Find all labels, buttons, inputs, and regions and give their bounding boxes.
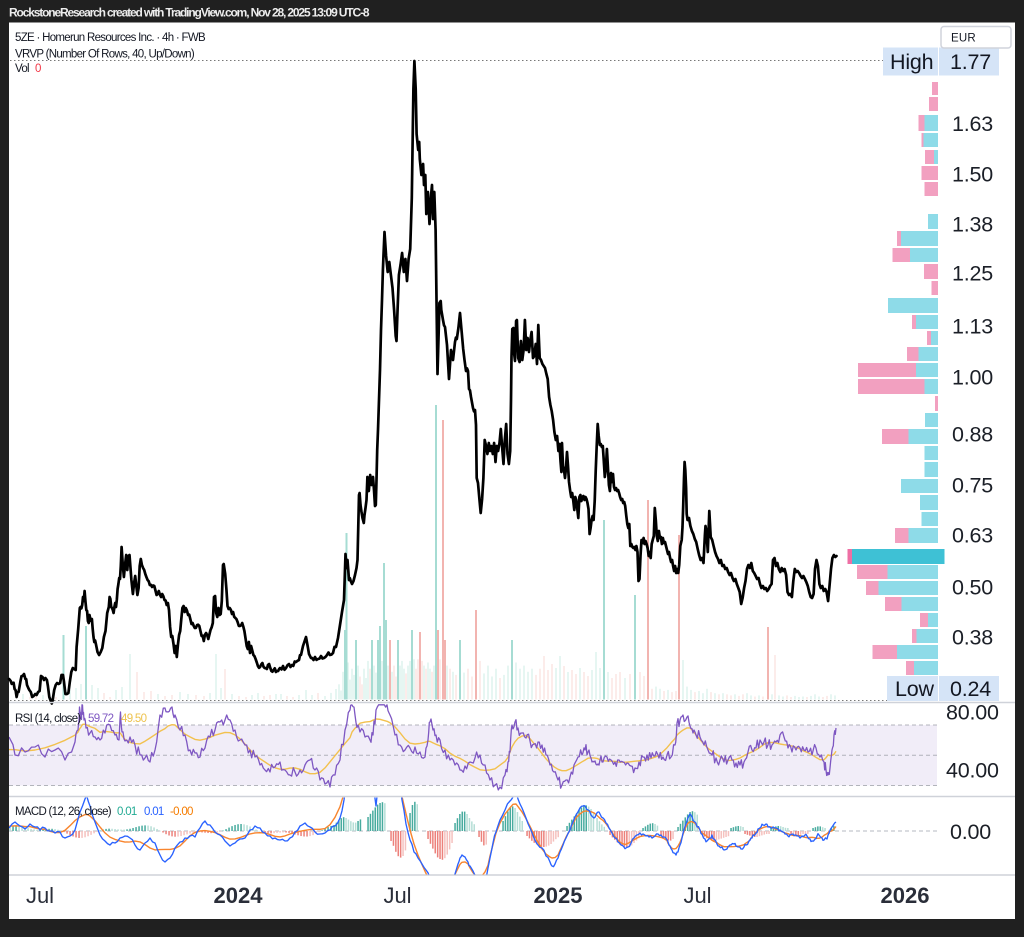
- svg-text:2025: 2025: [534, 883, 583, 908]
- svg-text:EUR: EUR: [951, 33, 976, 45]
- svg-text:0.50: 0.50: [952, 576, 993, 600]
- svg-text:2026: 2026: [881, 883, 930, 908]
- svg-text:0: 0: [35, 63, 41, 75]
- svg-text:0.01: 0.01: [144, 806, 164, 818]
- svg-text:1.38: 1.38: [952, 213, 993, 237]
- svg-text:Low: Low: [895, 677, 935, 701]
- svg-text:1.77: 1.77: [950, 50, 991, 74]
- svg-text:49.50: 49.50: [121, 713, 147, 725]
- svg-text:1.25: 1.25: [952, 262, 993, 286]
- svg-text:0.63: 0.63: [952, 524, 993, 548]
- svg-text:Vol: Vol: [15, 63, 29, 75]
- svg-text:0.01: 0.01: [117, 806, 137, 818]
- svg-text:Jul: Jul: [26, 883, 54, 908]
- svg-text:0.24: 0.24: [950, 677, 991, 701]
- svg-text:0.88: 0.88: [952, 423, 993, 447]
- svg-text:1.50: 1.50: [952, 163, 993, 187]
- svg-text:Jul: Jul: [683, 883, 711, 908]
- svg-text:1.00: 1.00: [952, 366, 993, 390]
- svg-text:1.13: 1.13: [952, 315, 993, 339]
- svg-text:2024: 2024: [214, 883, 264, 908]
- svg-text:-0.00: -0.00: [170, 806, 193, 818]
- svg-text:59.72: 59.72: [88, 713, 114, 725]
- svg-text:80.00: 80.00: [946, 701, 999, 725]
- svg-text:5ZE · Homerun Resources Inc. ·: 5ZE · Homerun Resources Inc. · 4h · FWB: [15, 32, 206, 44]
- svg-text:VRVP (Number Of Rows, 40, Up/D: VRVP (Number Of Rows, 40, Up/Down): [15, 49, 195, 61]
- svg-text:0.75: 0.75: [952, 474, 993, 498]
- svg-text:Jul: Jul: [383, 883, 411, 908]
- svg-text:RSI (14, close): RSI (14, close): [15, 713, 81, 725]
- svg-text:RockstoneResearch created with: RockstoneResearch created with TradingVi…: [9, 6, 370, 20]
- svg-text:MACD (12, 26, close): MACD (12, 26, close): [15, 806, 112, 818]
- svg-text:0.00: 0.00: [950, 820, 991, 844]
- svg-text:40.00: 40.00: [946, 759, 999, 783]
- svg-text:0.38: 0.38: [952, 626, 993, 650]
- svg-text:1.63: 1.63: [952, 112, 993, 136]
- svg-text:High: High: [890, 50, 933, 74]
